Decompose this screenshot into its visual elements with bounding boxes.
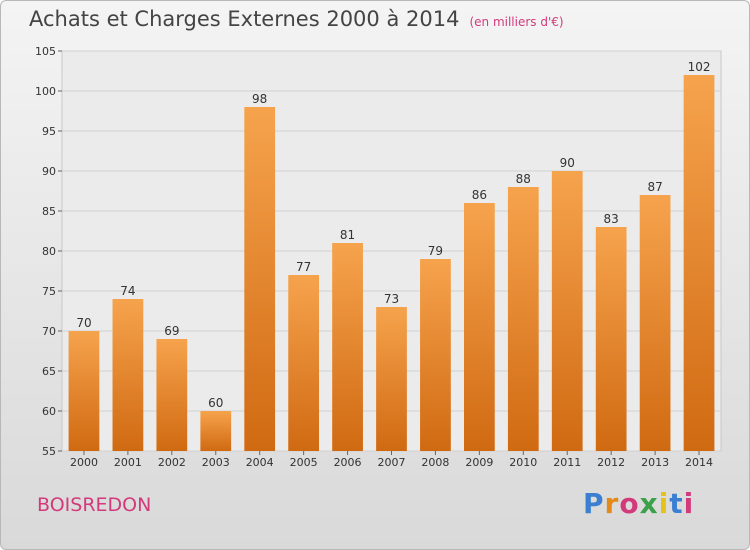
x-axis: 2000 2001 2002 2003 2004 2005 2006 2007 2008 2009… xyxy=(70,451,713,469)
unit-label: (en milliers d'€) xyxy=(469,15,564,29)
title-text: Achats et Charges Externes 2000 à 2014 xyxy=(29,7,460,31)
value-label-2010: 88 xyxy=(516,172,531,186)
bar-2001 xyxy=(112,299,144,451)
y-tick-label: 75 xyxy=(42,285,56,298)
value-label-2001: 74 xyxy=(120,284,135,298)
chart-title: Achats et Charges Externes 2000 à 2014 (e… xyxy=(29,7,564,31)
logo-letter: x xyxy=(639,487,659,520)
bar-2004 xyxy=(244,107,276,451)
logo-letter: i xyxy=(683,487,695,520)
x-tick-label-2003: 2003 xyxy=(202,456,230,469)
x-tick-label-2009: 2009 xyxy=(465,456,493,469)
logo-letter: P xyxy=(583,487,605,520)
x-tick-label-2001: 2001 xyxy=(114,456,142,469)
logo-letter: t xyxy=(669,487,684,520)
bar-2000 xyxy=(68,331,100,451)
value-label-2003: 60 xyxy=(208,396,223,410)
value-label-2005: 77 xyxy=(296,260,311,274)
value-label-2013: 87 xyxy=(647,180,662,194)
bar-2011 xyxy=(551,171,583,451)
bar-2005 xyxy=(288,275,320,451)
value-label-2009: 86 xyxy=(472,188,487,202)
x-tick-label-2014: 2014 xyxy=(685,456,713,469)
x-tick-label-2006: 2006 xyxy=(334,456,362,469)
logo-letter: i xyxy=(658,487,670,520)
y-tick-label: 95 xyxy=(42,125,56,138)
bar-2009 xyxy=(463,203,495,451)
bar-2003 xyxy=(200,411,232,451)
y-axis: 55 60 65 70 75 80 85 90 95 100 105 xyxy=(35,45,62,458)
bar-2007 xyxy=(376,307,407,451)
logo-letter: r xyxy=(604,487,620,520)
value-label-2011: 90 xyxy=(560,156,575,170)
value-label-2006: 81 xyxy=(340,228,355,242)
y-tick-label: 90 xyxy=(42,165,56,178)
bar-2014 xyxy=(683,75,715,451)
x-tick-label-2010: 2010 xyxy=(509,456,537,469)
x-tick-label-2000: 2000 xyxy=(70,456,98,469)
value-label-2002: 69 xyxy=(164,324,179,338)
bars xyxy=(68,75,715,451)
bar-2002 xyxy=(156,339,188,451)
value-label-2008: 79 xyxy=(428,244,443,258)
x-tick-label-2004: 2004 xyxy=(246,456,274,469)
value-label-2012: 83 xyxy=(604,212,619,226)
x-tick-label-2011: 2011 xyxy=(553,456,581,469)
bar-2010 xyxy=(507,187,539,451)
x-tick-label-2002: 2002 xyxy=(158,456,186,469)
bar-2008 xyxy=(420,259,451,451)
y-tick-label: 65 xyxy=(42,365,56,378)
x-tick-label-2012: 2012 xyxy=(597,456,625,469)
y-tick-label: 85 xyxy=(42,205,56,218)
x-tick-label-2013: 2013 xyxy=(641,456,669,469)
value-label-2007: 73 xyxy=(384,292,399,306)
value-label-2004: 98 xyxy=(252,92,267,106)
y-tick-label: 55 xyxy=(42,445,56,458)
x-tick-label-2007: 2007 xyxy=(378,456,406,469)
proxiti-logo[interactable]: Proxiti xyxy=(583,487,694,520)
y-tick-label: 60 xyxy=(42,405,56,418)
y-tick-label: 100 xyxy=(35,85,56,98)
x-tick-label-2008: 2008 xyxy=(421,456,449,469)
bar-2006 xyxy=(332,243,363,451)
bar-2013 xyxy=(639,195,671,451)
value-label-2014: 102 xyxy=(688,60,711,74)
y-tick-label: 70 xyxy=(42,325,56,338)
town-name: BOISREDON xyxy=(37,494,152,516)
value-labels: 70 74 69 60 98 77 81 73 79 86 88 90 83 87 102 xyxy=(76,60,710,410)
x-tick-label-2005: 2005 xyxy=(290,456,318,469)
y-tick-label: 105 xyxy=(35,45,56,58)
value-label-2000: 70 xyxy=(76,316,91,330)
bar-2012 xyxy=(595,227,627,451)
logo-letter: o xyxy=(619,487,640,520)
y-tick-label: 80 xyxy=(42,245,56,258)
